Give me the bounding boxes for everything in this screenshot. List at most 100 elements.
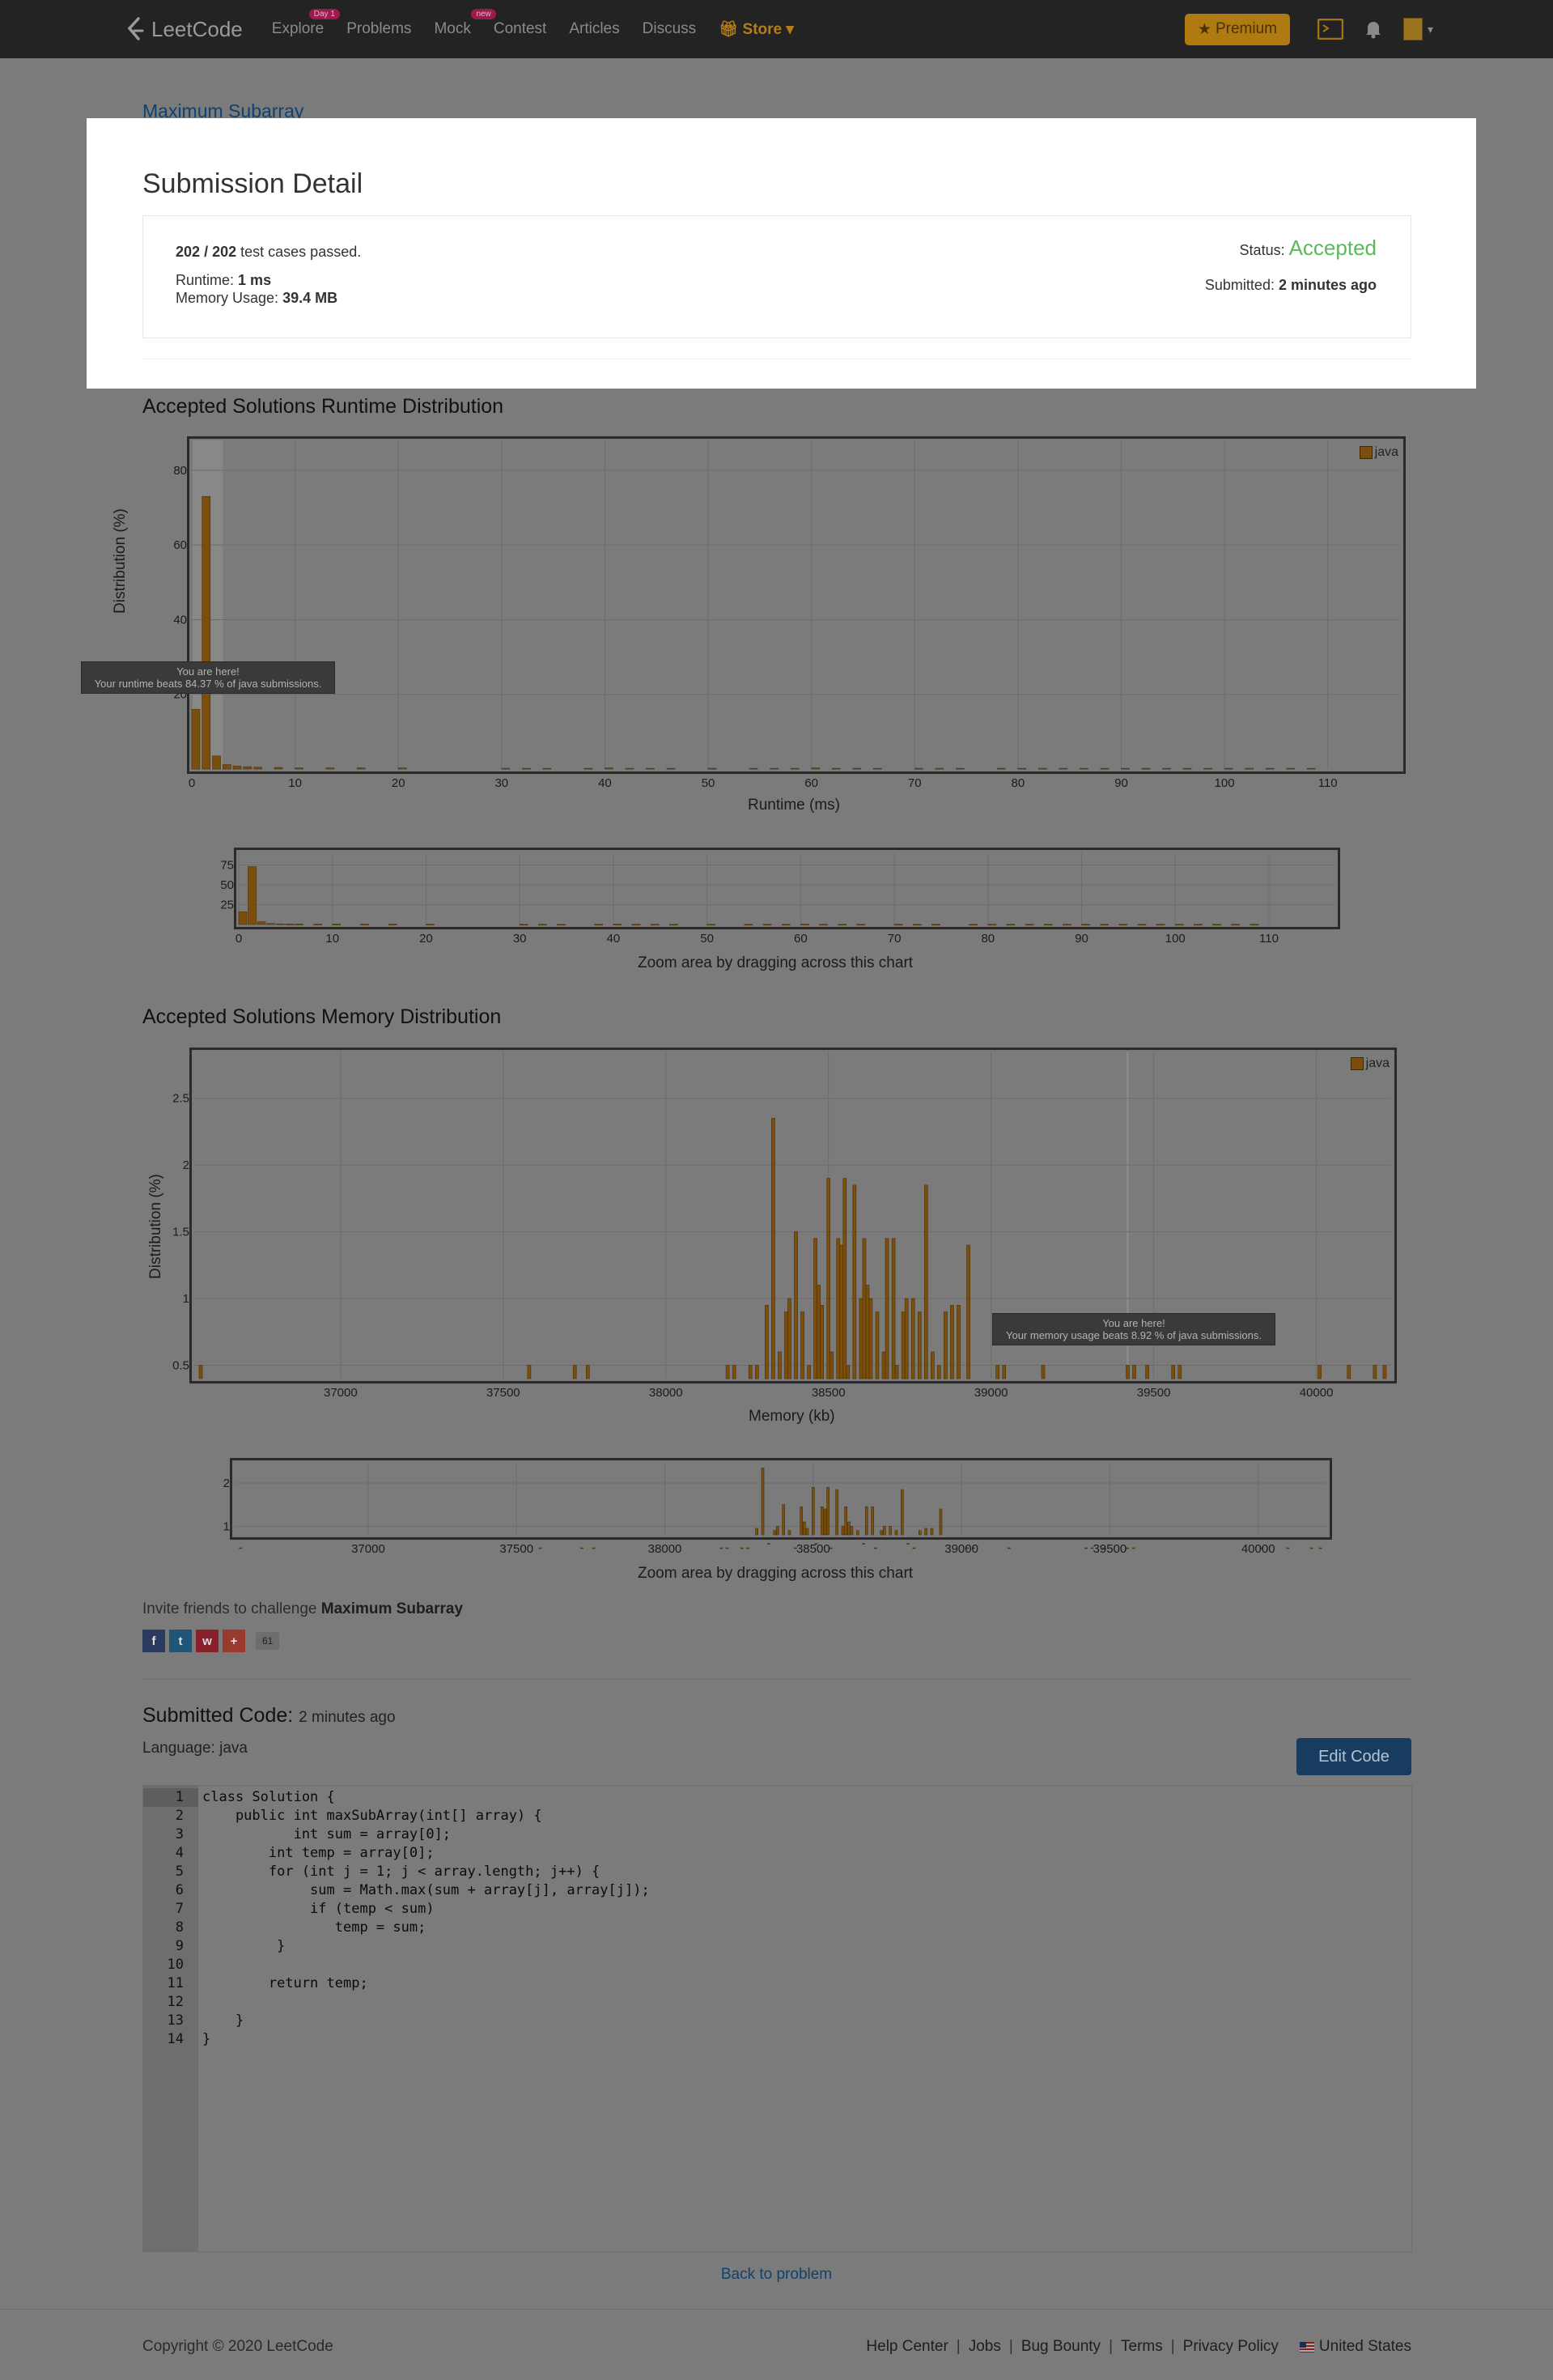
footer-divider (0, 2309, 1553, 2310)
data-bar (862, 1543, 865, 1545)
code-line: 12 (143, 1994, 1406, 2012)
line-number: 13 (167, 2012, 184, 2029)
test-cases-passed: 202 / 202 test cases passed. (176, 240, 361, 263)
memory-zoom-hint: Zoom area by dragging across this chart (638, 1565, 914, 1582)
data-bar (794, 1547, 797, 1549)
footer-link-jobs[interactable]: Jobs (968, 2338, 1001, 2355)
nav-item-label: Problems (346, 20, 412, 37)
data-bar (1141, 767, 1151, 770)
data-bar (542, 767, 552, 770)
data-bar (1309, 1547, 1313, 1549)
data-bar (650, 924, 660, 926)
data-bar (1081, 924, 1090, 926)
data-bar (800, 1311, 804, 1379)
code-line: 8 temp = sum; (143, 1919, 1406, 1938)
memory-row: Memory Usage: 39.4 MB (176, 289, 361, 307)
problem-breadcrumb-link[interactable]: Maximum Subarray (142, 100, 304, 121)
x-tick-label: 20 (419, 932, 433, 946)
weibo-share-icon[interactable]: w (196, 1630, 219, 1652)
data-bar (725, 1547, 729, 1549)
footer-link-terms[interactable]: Terms (1121, 2338, 1163, 2355)
data-bar (1162, 767, 1171, 770)
nav-store-menu[interactable]: 🎁︎ Store ▾ (719, 19, 794, 39)
code-text: public int maxSubArray(int[] array) { (202, 1808, 542, 1824)
data-bar (874, 1547, 877, 1549)
data-bar (198, 1365, 203, 1379)
data-bar (842, 1178, 847, 1379)
data-bar (868, 1298, 873, 1379)
data-bar (1017, 767, 1027, 770)
plus-share-icon[interactable]: + (223, 1630, 245, 1652)
footer-link-bug-bounty[interactable]: Bug Bounty (1020, 2338, 1101, 2355)
data-bar (248, 866, 257, 925)
x-tick-label: 38500 (812, 1386, 846, 1400)
avatar-caret-icon[interactable]: ▾ (1427, 22, 1433, 36)
y-tick-label: 40 (173, 613, 187, 627)
avatar[interactable] (1402, 18, 1423, 40)
y-tick-label: 75 (220, 859, 234, 873)
code-viewer[interactable]: 1 class Solution {2 public int maxSubArra… (142, 1785, 1412, 2252)
legend-label: java (1374, 445, 1398, 459)
line-number: 7 (175, 1901, 184, 1917)
premium-button[interactable]: ★ Premium (1184, 13, 1290, 45)
notification-bell-icon[interactable] (1364, 19, 1382, 39)
runtime-chart[interactable]: 0 10 20 30 40 50 60 70 80 90 100 110 20 40 60 80 java (173, 436, 1406, 790)
region-selector[interactable]: United States (1318, 2338, 1411, 2355)
data-bar (865, 1507, 868, 1536)
data-bar (900, 1489, 904, 1536)
back-to-problem-link[interactable]: Back to problem (0, 2266, 1553, 2284)
submitted-code-title: Submitted Code: 2 minutes ago (142, 1704, 396, 1728)
data-bar (821, 1507, 824, 1536)
data-bar (944, 1311, 948, 1379)
memory-chart-plot: 37000 37500 38000 38500 39000 39500 40000 0.5 1 1… (172, 1052, 1391, 1400)
nav-item-mock[interactable]: Mock new (434, 9, 496, 38)
memory-zoom-navigator[interactable]: 37000 37500 38000 38500 39000 39500 40000 1 2 (223, 1458, 1332, 1556)
x-tick-label: 60 (804, 776, 818, 790)
data-bar (906, 1543, 910, 1545)
footer-link-help-center[interactable]: Help Center (866, 2338, 948, 2355)
footer-link-privacy-policy[interactable]: Privacy Policy (1182, 2338, 1279, 2355)
data-bar (666, 767, 676, 770)
data-bar (969, 924, 978, 926)
memory-chart[interactable]: 37000 37500 38000 38500 39000 39500 40000 0.5 1 1… (172, 1048, 1397, 1400)
back-to-problem-label[interactable]: Back to problem (720, 2266, 833, 2283)
edit-code-button[interactable]: Edit Code (1296, 1738, 1411, 1775)
data-bar (1212, 924, 1221, 926)
data-bar (755, 1528, 758, 1536)
facebook-share-icon[interactable]: f (142, 1630, 165, 1652)
twitter-share-icon[interactable]: t (169, 1630, 192, 1652)
memory-distribution-title: Accepted Solutions Memory Distribution (142, 1005, 502, 1028)
data-bar (1041, 1365, 1046, 1379)
data-bar (935, 767, 944, 770)
data-bar (426, 924, 435, 926)
data-bar (914, 767, 923, 770)
logo-link[interactable]: LeetCode (125, 17, 243, 42)
data-bar (1126, 1365, 1130, 1379)
nav-item-contest[interactable]: Contest (494, 20, 546, 38)
code-line: 2 public int maxSubArray(int[] array) { (143, 1808, 1406, 1826)
line-number: 9 (175, 1938, 184, 1954)
data-bar (1059, 767, 1068, 770)
runtime-zoom-navigator[interactable]: 0 10 20 30 40 50 60 70 80 90 100 110 25 50 75 (220, 848, 1340, 946)
data-bar (839, 1244, 844, 1379)
memory-legend[interactable]: java (1350, 1056, 1390, 1071)
runtime-row: Runtime: 1 ms (176, 271, 361, 289)
nav-item-problems[interactable]: Problems (346, 20, 411, 38)
nav-item-articles[interactable]: Articles (569, 20, 619, 38)
x-tick-label: 40 (598, 776, 612, 790)
data-bar (625, 767, 634, 770)
nav-item-explore[interactable]: Explore Day 1 (272, 9, 340, 38)
playground-icon[interactable] (1317, 19, 1343, 40)
data-bar (1194, 924, 1203, 926)
data-bar (1156, 924, 1165, 926)
runtime-legend[interactable]: java (1359, 445, 1398, 460)
code-text: } (202, 2012, 244, 2029)
data-bar (706, 924, 715, 926)
submitted-code-time: 2 minutes ago (299, 1709, 396, 1726)
data-bar (881, 1351, 886, 1379)
data-bar (356, 767, 366, 770)
data-bar (1382, 1365, 1387, 1379)
data-bar (836, 1238, 841, 1379)
submitted-row: Submitted: 2 minutes ago (1205, 277, 1377, 294)
nav-item-discuss[interactable]: Discuss (643, 20, 697, 38)
